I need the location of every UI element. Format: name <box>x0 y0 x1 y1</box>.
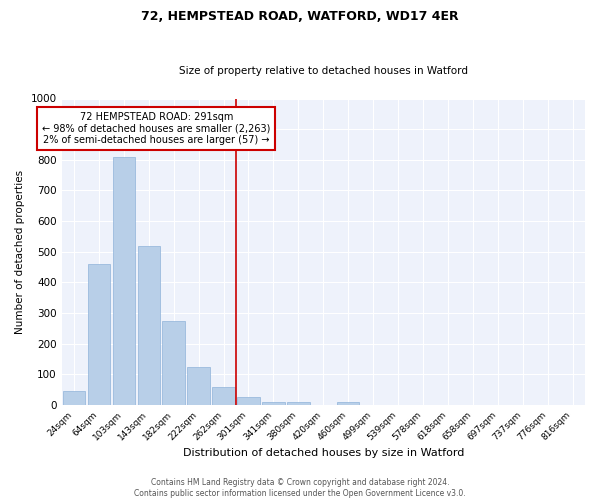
Text: Contains HM Land Registry data © Crown copyright and database right 2024.
Contai: Contains HM Land Registry data © Crown c… <box>134 478 466 498</box>
Bar <box>88 264 110 405</box>
Bar <box>262 402 284 405</box>
Title: Size of property relative to detached houses in Watford: Size of property relative to detached ho… <box>179 66 468 76</box>
Bar <box>287 402 310 405</box>
Bar <box>137 246 160 405</box>
Bar <box>212 386 235 405</box>
Bar <box>337 402 359 405</box>
Text: 72, HEMPSTEAD ROAD, WATFORD, WD17 4ER: 72, HEMPSTEAD ROAD, WATFORD, WD17 4ER <box>141 10 459 23</box>
Bar <box>63 391 85 405</box>
X-axis label: Distribution of detached houses by size in Watford: Distribution of detached houses by size … <box>182 448 464 458</box>
Bar <box>163 320 185 405</box>
Y-axis label: Number of detached properties: Number of detached properties <box>15 170 25 334</box>
Text: 72 HEMPSTEAD ROAD: 291sqm
← 98% of detached houses are smaller (2,263)
2% of sem: 72 HEMPSTEAD ROAD: 291sqm ← 98% of detac… <box>42 112 271 146</box>
Bar <box>237 398 260 405</box>
Bar <box>187 366 210 405</box>
Bar <box>113 156 135 405</box>
